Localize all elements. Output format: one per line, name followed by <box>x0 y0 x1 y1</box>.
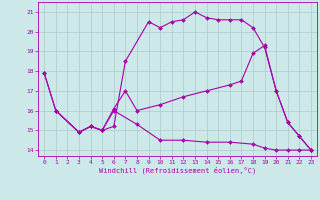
X-axis label: Windchill (Refroidissement éolien,°C): Windchill (Refroidissement éolien,°C) <box>99 167 256 174</box>
